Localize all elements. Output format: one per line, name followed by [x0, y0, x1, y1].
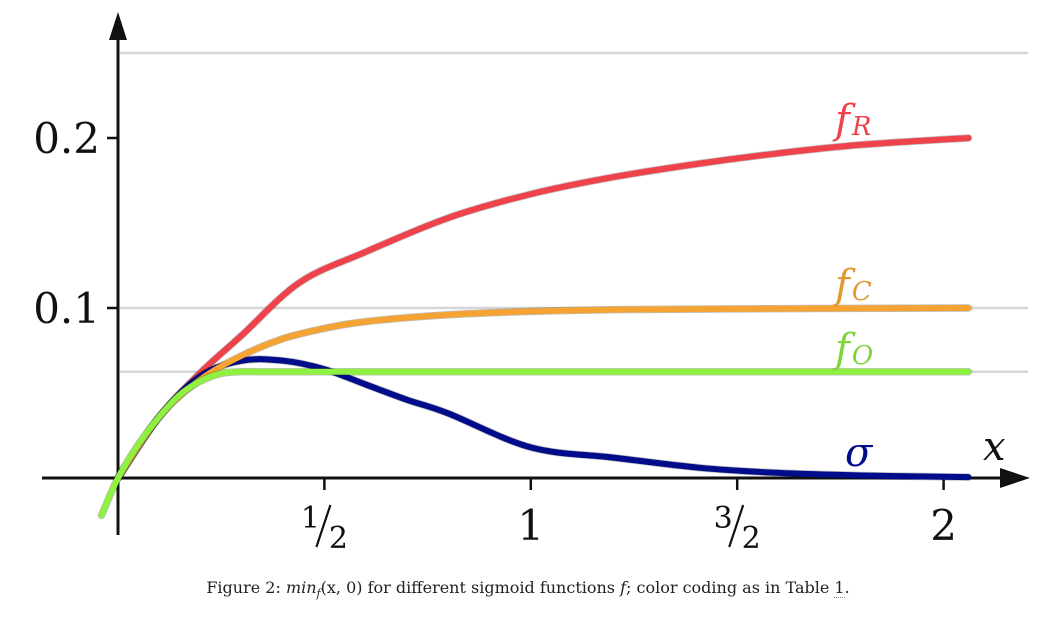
- caption-end: .: [844, 578, 850, 597]
- ticks: 12 1 32 20.10.2: [33, 114, 957, 556]
- x-axis-label: x: [983, 424, 1006, 470]
- series-labels: fR fC fO σ: [832, 97, 874, 476]
- y-axis-arrow: [109, 12, 127, 40]
- caption-math-sub: f: [316, 587, 321, 601]
- series-label-sigma: σ: [845, 430, 874, 476]
- fraction-slash: [315, 504, 332, 548]
- x-tick-label: 32: [714, 501, 761, 556]
- series-line-sigma: [115, 356, 972, 481]
- series-label-f_C: fC: [832, 262, 872, 308]
- x-tick-label-numerator: 1: [301, 501, 320, 536]
- series-label-f_O: fO: [832, 326, 873, 372]
- y-tick-label: 0.2: [33, 114, 100, 163]
- x-tick-label-denominator: 2: [329, 521, 348, 556]
- x-tick-label: 12: [301, 501, 348, 556]
- caption-math-func: min: [285, 578, 317, 597]
- x-tick-label-numerator: 3: [714, 501, 733, 536]
- series-line-shadow-sigma: [114, 355, 973, 482]
- caption-prefix: Figure 2:: [206, 578, 281, 597]
- table-reference-link[interactable]: 1: [834, 578, 845, 598]
- series-line-f_O: [98, 368, 972, 519]
- y-tick-label: 0.1: [33, 284, 100, 333]
- axes: [42, 12, 1030, 535]
- caption-math-f: f: [620, 578, 627, 597]
- x-axis-arrow: [1000, 468, 1030, 488]
- fraction-slash: [728, 504, 745, 548]
- caption-suffix: ; color coding as in Table: [626, 578, 830, 597]
- figure-caption: Figure 2: minf(x, 0) for different sigmo…: [0, 578, 1056, 600]
- x-tick-label: 2: [930, 501, 957, 550]
- series-line-shadow-f_O: [97, 367, 973, 520]
- series-line-f_R: [115, 135, 972, 481]
- x-tick-label: 1: [517, 501, 544, 550]
- caption-middle: for different sigmoid functions: [367, 578, 616, 597]
- series-lines: [97, 134, 973, 520]
- caption-math-args: (x, 0): [320, 578, 363, 597]
- series-label-f_R: fR: [832, 97, 871, 143]
- x-tick-label-denominator: 2: [742, 521, 761, 556]
